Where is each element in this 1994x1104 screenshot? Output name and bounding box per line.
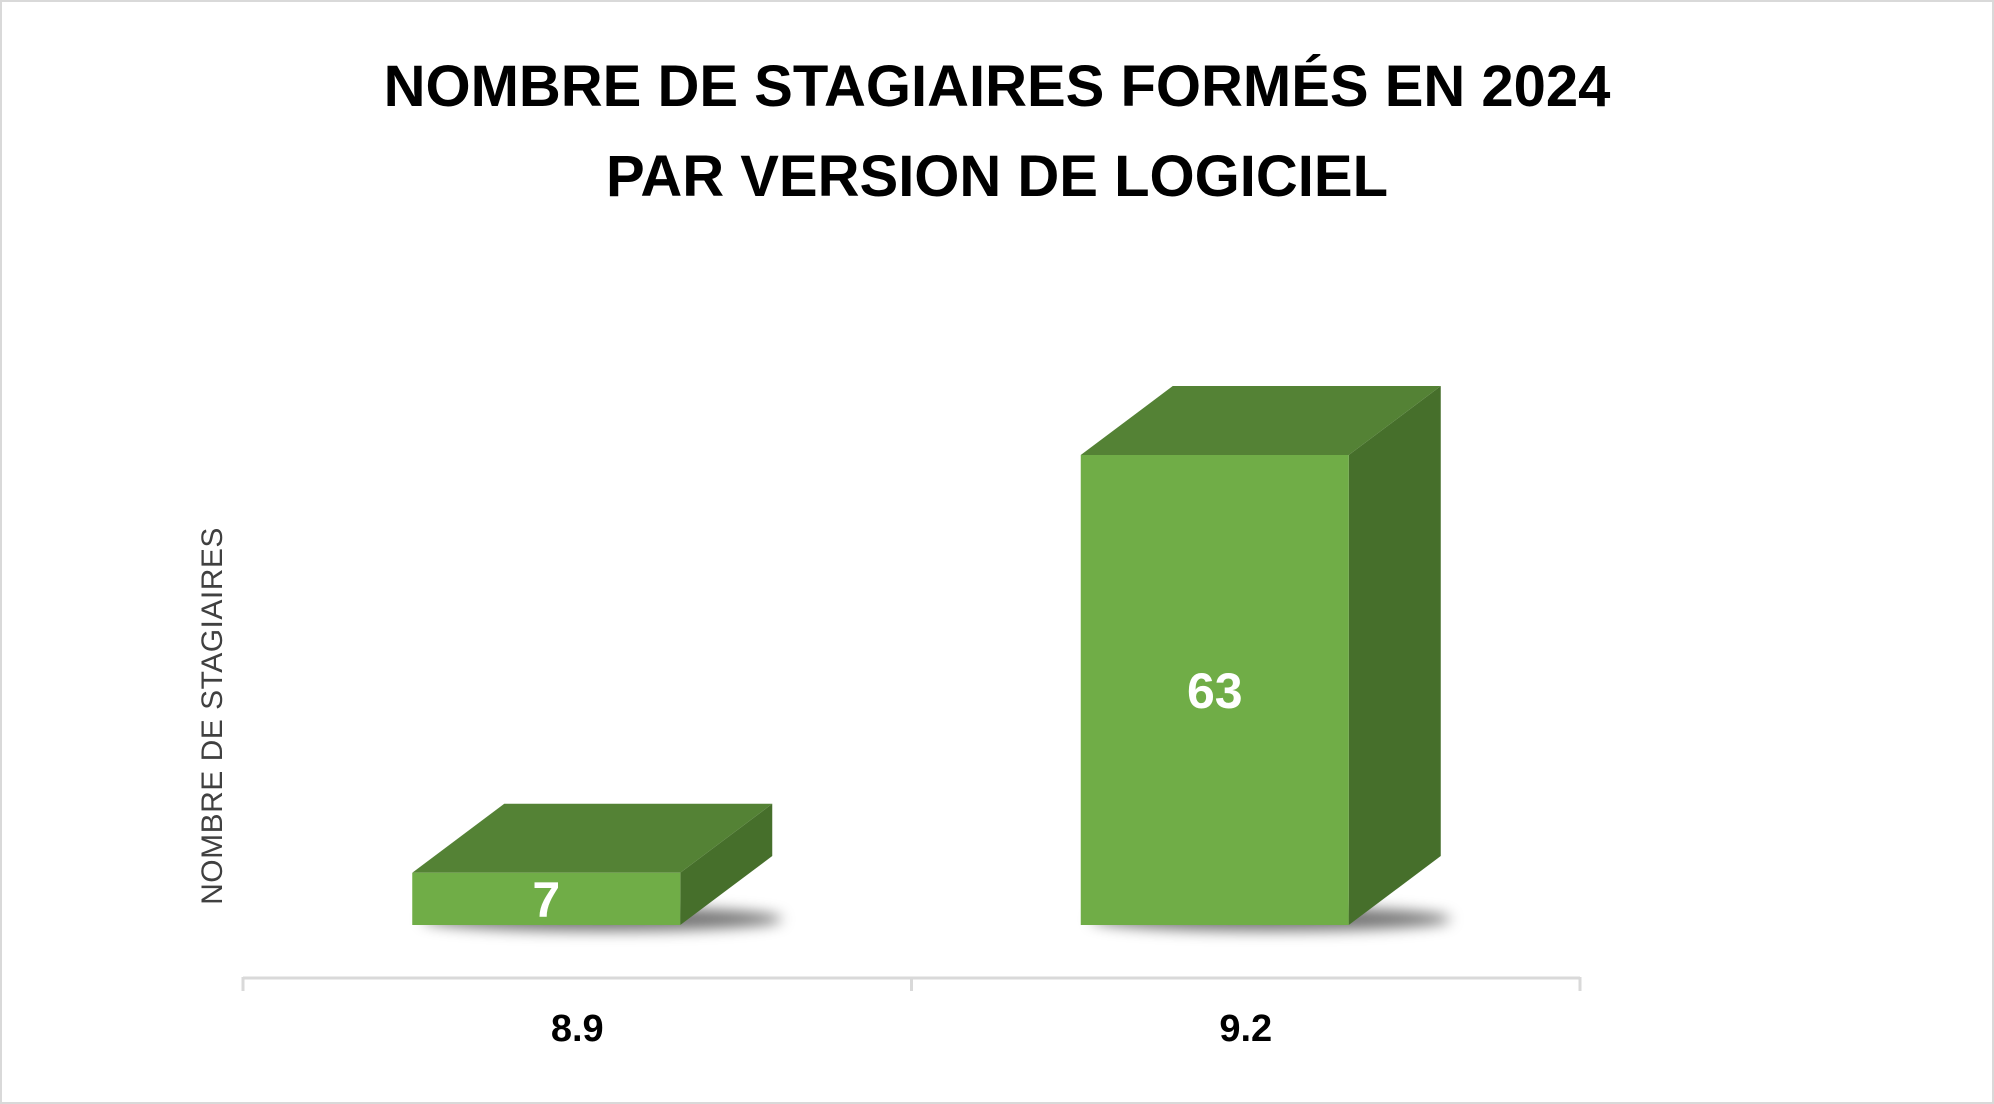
bar-8.9 (412, 803, 783, 931)
bar-front-face (412, 872, 681, 925)
chart-title-line-2: PAR VERSION DE LOGICIEL (605, 144, 1388, 209)
bar-top-face (412, 803, 773, 873)
labels: 7 8.9 63 9.2 (532, 663, 1272, 1050)
bar-top-face (1080, 386, 1441, 455)
bar-side-face (1348, 386, 1441, 925)
x-tick-label: 9.2 (1219, 1008, 1272, 1050)
bars (412, 386, 1451, 931)
data-label: 63 (1187, 663, 1243, 719)
bar-side-face (680, 803, 773, 925)
chart-title: NOMBRE DE STAGIAIRES FORMÉS EN 2024 PAR … (0, 42, 1994, 222)
data-label: 7 (532, 872, 560, 928)
bar-front-face (1080, 455, 1349, 925)
chart-title-line-1: NOMBRE DE STAGIAIRES FORMÉS EN 2024 (383, 54, 1611, 119)
x-axis (241, 976, 1582, 991)
bar-9.2 (1080, 386, 1451, 931)
x-tick-label: 8.9 (551, 1008, 604, 1050)
